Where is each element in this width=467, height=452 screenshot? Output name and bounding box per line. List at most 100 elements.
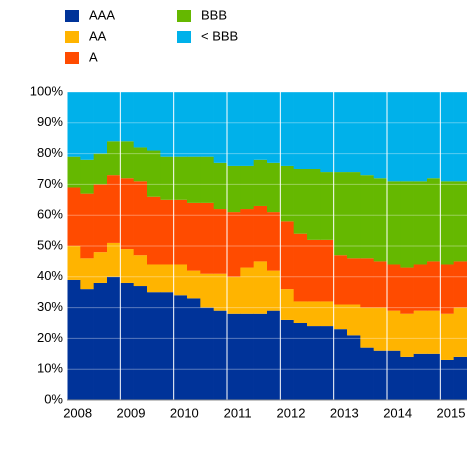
bar-segment (240, 267, 254, 314)
bar-segment (360, 175, 374, 259)
bar-segment (333, 92, 348, 173)
y-tick-label: 80% (37, 145, 63, 160)
bar-segment (187, 202, 201, 271)
bar-segment (387, 350, 401, 400)
y-tick-label: 90% (37, 114, 63, 129)
bar-segment (387, 92, 401, 182)
bar-segment (187, 270, 201, 299)
bar-segment (253, 261, 268, 314)
bar-segment (400, 181, 414, 268)
bar-segment (147, 196, 161, 265)
bar-segment (373, 92, 388, 179)
bar-segment (240, 165, 254, 210)
bar-segment (453, 307, 467, 357)
bar-segment (160, 92, 174, 157)
bar-segment (413, 181, 428, 265)
y-tick-label: 50% (37, 237, 63, 252)
bar-segment (347, 92, 361, 173)
bar-segment (120, 282, 134, 400)
bar-segment (427, 261, 441, 311)
bar-segment (413, 353, 428, 400)
bar-segment (293, 169, 308, 234)
bar-segment (400, 356, 414, 400)
bar-segment (400, 267, 414, 314)
legend-swatch (65, 52, 79, 64)
bar-segment (93, 252, 108, 283)
y-tick-label: 30% (37, 299, 63, 314)
legend-swatch (65, 31, 79, 43)
bar-segment (213, 209, 228, 274)
bar-segment (200, 92, 214, 157)
bar-segment (67, 279, 81, 400)
legend-label: AAA (89, 7, 115, 22)
bar-segment (93, 184, 108, 253)
bar-segment (147, 292, 161, 400)
y-tick-label: 70% (37, 176, 63, 191)
bar-segment (453, 92, 467, 182)
bar-segment (93, 92, 108, 154)
y-tick-label: 20% (37, 330, 63, 345)
legend-swatch (177, 31, 191, 43)
bar-segment (80, 258, 94, 290)
bar-segment (293, 92, 308, 169)
bar-segment (440, 264, 454, 314)
bar-segment (413, 92, 428, 182)
bar-segment (213, 92, 228, 163)
bar-segment (360, 92, 374, 176)
bar-segment (120, 249, 134, 283)
bar-segment (107, 141, 121, 176)
bar-segment (453, 356, 467, 400)
bar-segment (360, 258, 374, 308)
bar-segment (67, 187, 81, 246)
bar-segment (120, 178, 134, 250)
bar-segment (280, 221, 294, 290)
bar-segment (373, 350, 388, 400)
bar-segment (107, 276, 121, 400)
x-tick-label: 2008 (63, 405, 92, 420)
bar-segment (267, 270, 281, 311)
bar-segment (147, 264, 161, 293)
bar-segment (240, 209, 254, 268)
bar-segment (133, 92, 148, 148)
bar-segment (133, 181, 148, 256)
legend-swatch (177, 10, 191, 22)
bar-segment (253, 205, 268, 262)
bar-segment (440, 313, 454, 360)
bar-segment (333, 329, 348, 400)
bar-segment (253, 313, 268, 400)
bar-segment (307, 301, 321, 327)
bar-segment (93, 282, 108, 400)
bar-segment (107, 242, 121, 277)
x-tick-label: 2009 (117, 405, 146, 420)
bar-segment (453, 261, 467, 308)
bar-segment (133, 286, 148, 400)
bar-segment (320, 239, 334, 302)
bar-segment (200, 156, 214, 203)
bar-segment (227, 92, 241, 166)
bar-segment (200, 202, 214, 274)
bar-segment (333, 255, 348, 305)
y-tick-label: 0% (44, 391, 63, 406)
y-tick-label: 40% (37, 268, 63, 283)
bar-segment (347, 304, 361, 336)
bar-segment (80, 159, 94, 194)
bar-segment (307, 169, 321, 240)
y-tick-label: 10% (37, 361, 63, 376)
bar-segment (413, 310, 428, 354)
bar-segment (187, 298, 201, 400)
y-tick-label: 60% (37, 207, 63, 222)
bar-segment (133, 255, 148, 287)
bar-segment (307, 92, 321, 169)
bar-segment (307, 239, 321, 302)
legend-label: BBB (201, 7, 227, 22)
bar-segment (280, 289, 294, 320)
bar-segment (307, 326, 321, 400)
bar-segment (267, 212, 281, 271)
bar-segment (333, 304, 348, 330)
bar-segment (400, 92, 414, 182)
bar-segment (293, 323, 308, 400)
bar-segment (160, 156, 174, 200)
bar-segment (133, 147, 148, 182)
bar-segment (173, 295, 188, 400)
bar-segment (80, 193, 94, 259)
